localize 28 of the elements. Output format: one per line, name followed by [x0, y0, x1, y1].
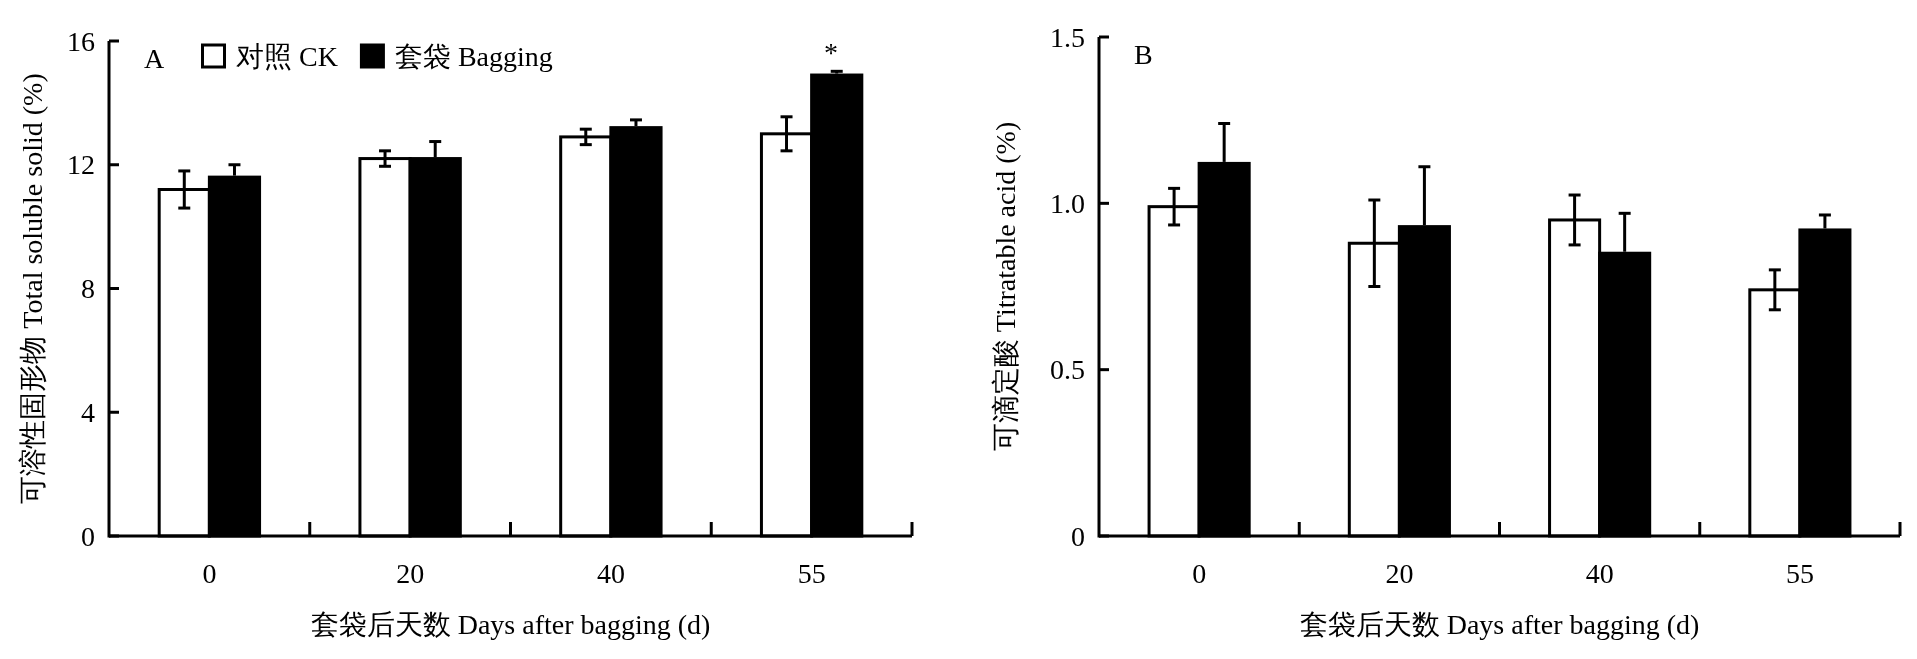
xlabel: 套袋后天数 Days after bagging (d)	[310, 609, 711, 640]
ylabel: 可溶性固形物 Total soluble solid (%)	[16, 73, 48, 504]
legend-item: 套袋 Bagging	[359, 41, 553, 72]
ytick-label: 12	[67, 149, 95, 181]
xlabel: 套袋后天数 Days after bagging (d)	[1299, 609, 1700, 640]
ytick-label: 8	[81, 273, 95, 304]
title: A	[144, 43, 165, 74]
xtick-label: 20	[1385, 558, 1414, 589]
ytick-label: 0	[1071, 520, 1085, 552]
xtick-label: 0	[1192, 558, 1207, 589]
title: B	[1134, 39, 1153, 70]
xtick-label: 0	[202, 558, 217, 589]
xtick-label: 40	[1585, 558, 1614, 589]
ytick-label: 1.5	[1050, 21, 1085, 53]
xtick-label: 55	[1785, 558, 1814, 589]
ylabel: 可滴定酸 Titratable acid (%)	[989, 121, 1021, 452]
ytick-label: 1.0	[1050, 187, 1085, 219]
xtick-label: 55	[797, 558, 826, 589]
xtick-label: 40	[596, 558, 625, 589]
ytick-label: 4	[81, 396, 95, 428]
ytick-label: 0	[81, 520, 95, 552]
xtick-label: 20	[396, 558, 425, 589]
legend-label: 对照 CK	[236, 41, 338, 72]
annotation: *	[824, 37, 838, 68]
legend-item: 对照 CK	[201, 41, 338, 72]
legend-label: 套袋 Bagging	[394, 41, 553, 72]
ytick-label: 0.5	[1050, 354, 1085, 386]
ytick-label: 16	[67, 25, 95, 57]
